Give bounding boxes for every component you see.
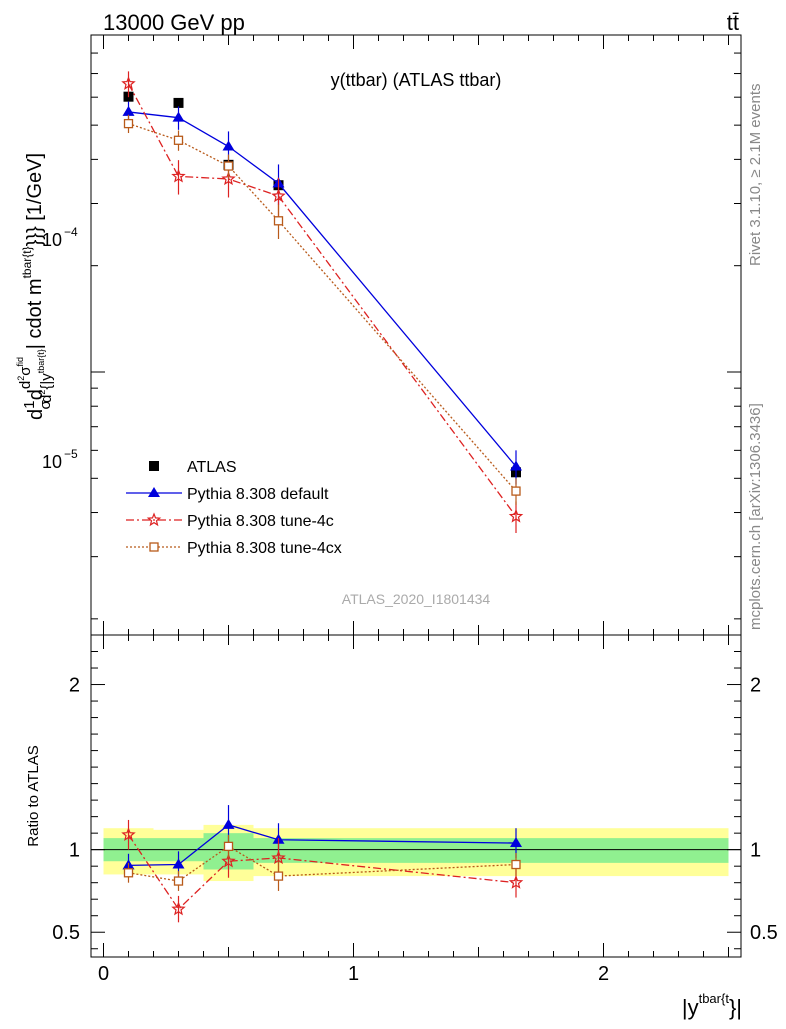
ratio-point-1-3	[271, 850, 286, 865]
ratio-point-2-1	[173, 876, 184, 886]
chart-title: y(ttbar) (ATLAS ttbar)	[331, 70, 502, 90]
point-3-1	[173, 135, 184, 145]
mcplots-label: mcplots.cern.ch [arXiv:1306.3436]	[747, 403, 764, 630]
series-line-2	[127, 83, 517, 517]
point-3-4	[511, 486, 521, 496]
ratio-point-1-1	[171, 901, 186, 916]
point-2-1	[171, 168, 186, 183]
point-1-0	[122, 105, 135, 116]
series-0	[123, 91, 521, 478]
point-2-0	[121, 76, 136, 90]
xtick-label: 1	[348, 963, 359, 985]
ratio-point-0-1	[172, 858, 185, 869]
ratio-ytick-label-right: 0.5	[750, 922, 778, 944]
svg-text:|ytbar{t}|: |ytbar{t}|	[682, 991, 742, 1020]
ratio-panel: Ratio to ATLAS 0.5 0.5 1 1 2 2 0 1 2 |ytbar{t}|	[25, 634, 778, 1020]
xtick-label: 0	[98, 963, 109, 985]
series-line-1	[128, 111, 517, 467]
svg-text:−4: −4	[64, 225, 78, 239]
ratio-point-2-2	[223, 841, 234, 852]
series-3	[123, 114, 521, 506]
header-right: tt̄	[727, 10, 739, 35]
point-2-3	[271, 188, 286, 203]
svg-text:10: 10	[42, 452, 62, 472]
svg-text:Pythia 8.308 default: Pythia 8.308 default	[187, 486, 329, 503]
point-0-1	[173, 97, 184, 108]
point-2-4	[508, 508, 524, 523]
ratio-point-0-2	[222, 818, 235, 829]
ratio-point-1-2	[221, 853, 236, 868]
point-3-2	[223, 161, 234, 171]
ratio-point-2-0	[123, 868, 134, 878]
ytick-label-1e-4: 10 −4	[42, 225, 78, 250]
point-3-0	[123, 118, 134, 129]
x-axis-label: |ytbar{t}|	[682, 991, 742, 1020]
svg-text:d1σdd2σfidd2{|ytbar{t}| cdot m: d1σdd2σfidd2{|ytbar{t}| cdot mtbar{t}}}}…	[15, 153, 55, 420]
main-panel: y(ttbar) (ATLAS ttbar) ATLAS_2020_I18014…	[15, 34, 742, 636]
ratio-ytick-label: 1	[69, 840, 80, 862]
legend-entry-tune-4cx: Pythia 8.308 tune-4cx	[126, 540, 342, 557]
legend: ATLAS Pythia 8.308 default Pythia 8.308 …	[126, 459, 342, 557]
ratio-point-0-4	[510, 837, 522, 848]
series-line-3	[128, 123, 517, 492]
ratio-point-1-0	[121, 827, 136, 842]
legend-entry-atlas: ATLAS	[149, 459, 237, 476]
ratio-panel-frame	[90, 634, 742, 958]
ratio-point-1-4	[508, 875, 524, 889]
ytick-label-1e-5: 10 −5	[42, 447, 78, 472]
point-1-4	[510, 460, 522, 471]
y-axis-label: d1σdd2σfidd2{|ytbar{t}| cdot mtbar{t}}}}…	[15, 153, 55, 420]
header-left: 13000 GeV pp	[103, 10, 245, 35]
svg-text:−5: −5	[64, 447, 78, 461]
ratio-line-2	[128, 845, 517, 882]
analysis-watermark: ATLAS_2020_I1801434	[342, 591, 491, 607]
point-3-3	[273, 216, 284, 226]
svg-text:Pythia 8.308 tune-4c: Pythia 8.308 tune-4c	[187, 513, 334, 530]
legend-entry-tune-4c: Pythia 8.308 tune-4c	[126, 512, 334, 530]
ratio-line-1	[127, 834, 517, 911]
ratio-ytick-label-right: 1	[750, 840, 761, 862]
rivet-label: Rivet 3.1.10, ≥ 2.1M events	[747, 84, 764, 267]
point-1-2	[222, 140, 235, 151]
ratio-y-axis-label: Ratio to ATLAS	[25, 745, 42, 846]
svg-text:Pythia 8.308 tune-4cx: Pythia 8.308 tune-4cx	[187, 540, 342, 557]
point-2-2	[221, 171, 236, 186]
svg-text:10: 10	[42, 230, 62, 250]
ratio-point-2-3	[273, 871, 284, 881]
legend-entry-default: Pythia 8.308 default	[126, 486, 329, 503]
point-1-1	[172, 111, 185, 122]
ratio-ytick-label: 0.5	[52, 922, 80, 944]
series-1	[122, 101, 522, 485]
svg-text:ATLAS: ATLAS	[187, 459, 237, 476]
ratio-ytick-label-right: 2	[750, 675, 761, 697]
ratio-point-2-4	[511, 859, 521, 870]
xtick-label: 2	[598, 963, 609, 985]
ratio-series-2	[123, 834, 521, 891]
ratio-ytick-label: 2	[69, 675, 80, 697]
